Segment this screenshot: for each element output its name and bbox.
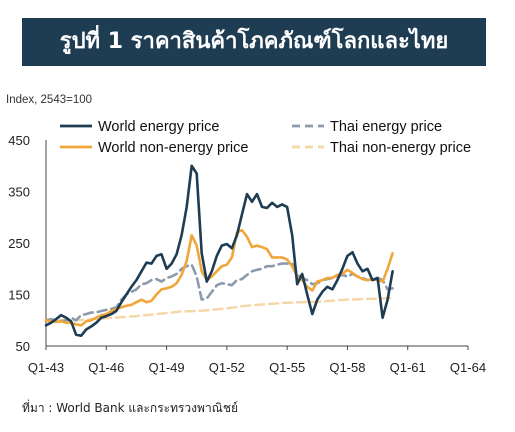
- title-banner: รูปที่ 1 ราคาสินค้าโภคภัณฑ์โลกและไทย: [22, 18, 486, 66]
- y-tick-label: 350: [8, 185, 30, 200]
- series-line-thai-non-energy-price: [44, 296, 394, 322]
- legend-label: Thai non-energy price: [330, 140, 471, 156]
- y-axis-unit-label: Index, 2543=100: [6, 94, 93, 106]
- y-tick-label: 250: [8, 236, 30, 251]
- page-title: รูปที่ 1 ราคาสินค้าโภคภัณฑ์โลกและไทย: [59, 29, 449, 54]
- x-tick-label: Q1-55: [269, 360, 305, 375]
- x-tick-label: Q1-58: [329, 360, 365, 375]
- y-tick-label: 150: [8, 288, 30, 303]
- x-tick-label: Q1-49: [149, 360, 185, 375]
- x-tick-label: Q1-52: [209, 360, 245, 375]
- source-note: ที่มา : World Bank และกระทรวงพาณิชย์: [22, 401, 238, 415]
- series-line-world-energy-price: [44, 164, 394, 337]
- y-tick-label: 450: [8, 133, 30, 148]
- series-line-thai-energy-price: [44, 262, 394, 323]
- x-tick-label: Q1-64: [450, 360, 486, 375]
- x-tick-label: Q1-46: [88, 360, 124, 375]
- series-line-world-non-energy-price: [44, 228, 394, 327]
- x-tick-label: Q1-43: [28, 360, 64, 375]
- legend-label: Thai energy price: [330, 119, 442, 135]
- legend-label: World non-energy price: [98, 140, 248, 156]
- y-tick-label: 50: [16, 339, 30, 354]
- x-tick-label: Q1-61: [390, 360, 426, 375]
- legend-label: World energy price: [98, 119, 219, 135]
